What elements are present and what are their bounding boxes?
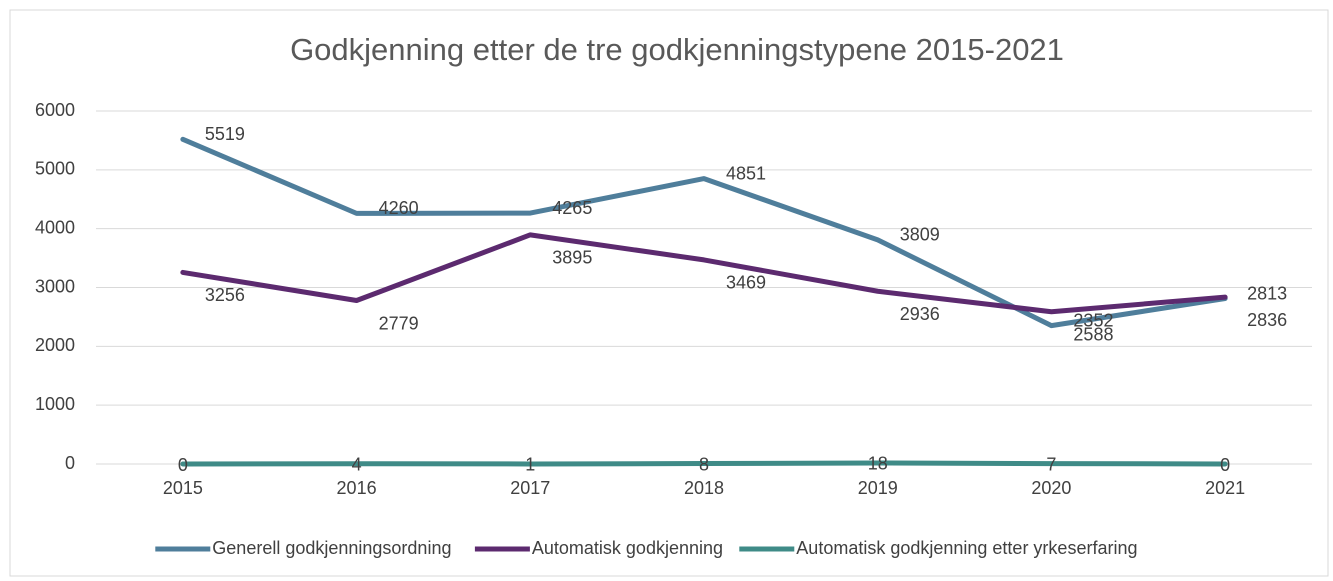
- x-tick-label: 2016: [337, 478, 377, 498]
- data-label: 2352: [1073, 310, 1113, 330]
- y-tick-label: 1000: [35, 394, 75, 414]
- data-label: 18: [868, 454, 888, 474]
- data-label: 2588: [1073, 324, 1113, 344]
- data-label: 4: [352, 455, 362, 475]
- data-label: 3809: [900, 225, 940, 245]
- data-label: 2936: [900, 304, 940, 324]
- data-label: 3469: [726, 273, 766, 293]
- data-label: 4851: [726, 163, 766, 183]
- y-tick-label: 5000: [35, 159, 75, 179]
- series-line: [180, 460, 1228, 467]
- data-label: 7: [1046, 454, 1056, 474]
- y-tick-label: 3000: [35, 276, 75, 296]
- x-tick-label: 2019: [858, 478, 898, 498]
- data-label: 4260: [379, 198, 419, 218]
- legend-label: Automatisk godkjenning: [532, 538, 723, 558]
- legend-label: Automatisk godkjenning etter yrkeserfari…: [796, 538, 1137, 558]
- data-label: 5519: [205, 124, 245, 144]
- y-tick-label: 6000: [35, 100, 75, 120]
- legend-label: Generell godkjenningsordning: [212, 538, 451, 558]
- series-line: [180, 232, 1228, 315]
- x-tick-label: 2021: [1205, 478, 1245, 498]
- x-tick-label: 2015: [163, 478, 203, 498]
- chart-title: Godkjenning etter de tre godkjenningstyp…: [290, 32, 1064, 67]
- data-label: 1: [525, 455, 535, 475]
- x-tick-label: 2018: [684, 478, 724, 498]
- data-label: 2836: [1247, 310, 1287, 330]
- x-tick-label: 2017: [510, 478, 550, 498]
- data-label: 2813: [1247, 283, 1287, 303]
- data-label: 3256: [205, 285, 245, 305]
- data-label: 2779: [379, 313, 419, 333]
- data-label: 8: [699, 454, 709, 474]
- data-label: 0: [178, 455, 188, 475]
- data-label: 3895: [552, 248, 592, 268]
- y-tick-label: 4000: [35, 217, 75, 237]
- series-line: [180, 136, 1228, 329]
- y-tick-label: 2000: [35, 335, 75, 355]
- x-tick-label: 2020: [1031, 478, 1071, 498]
- chart-border: [9, 9, 1329, 577]
- data-label: 0: [1220, 455, 1230, 475]
- y-tick-label: 0: [65, 453, 75, 473]
- data-label: 4265: [552, 198, 592, 218]
